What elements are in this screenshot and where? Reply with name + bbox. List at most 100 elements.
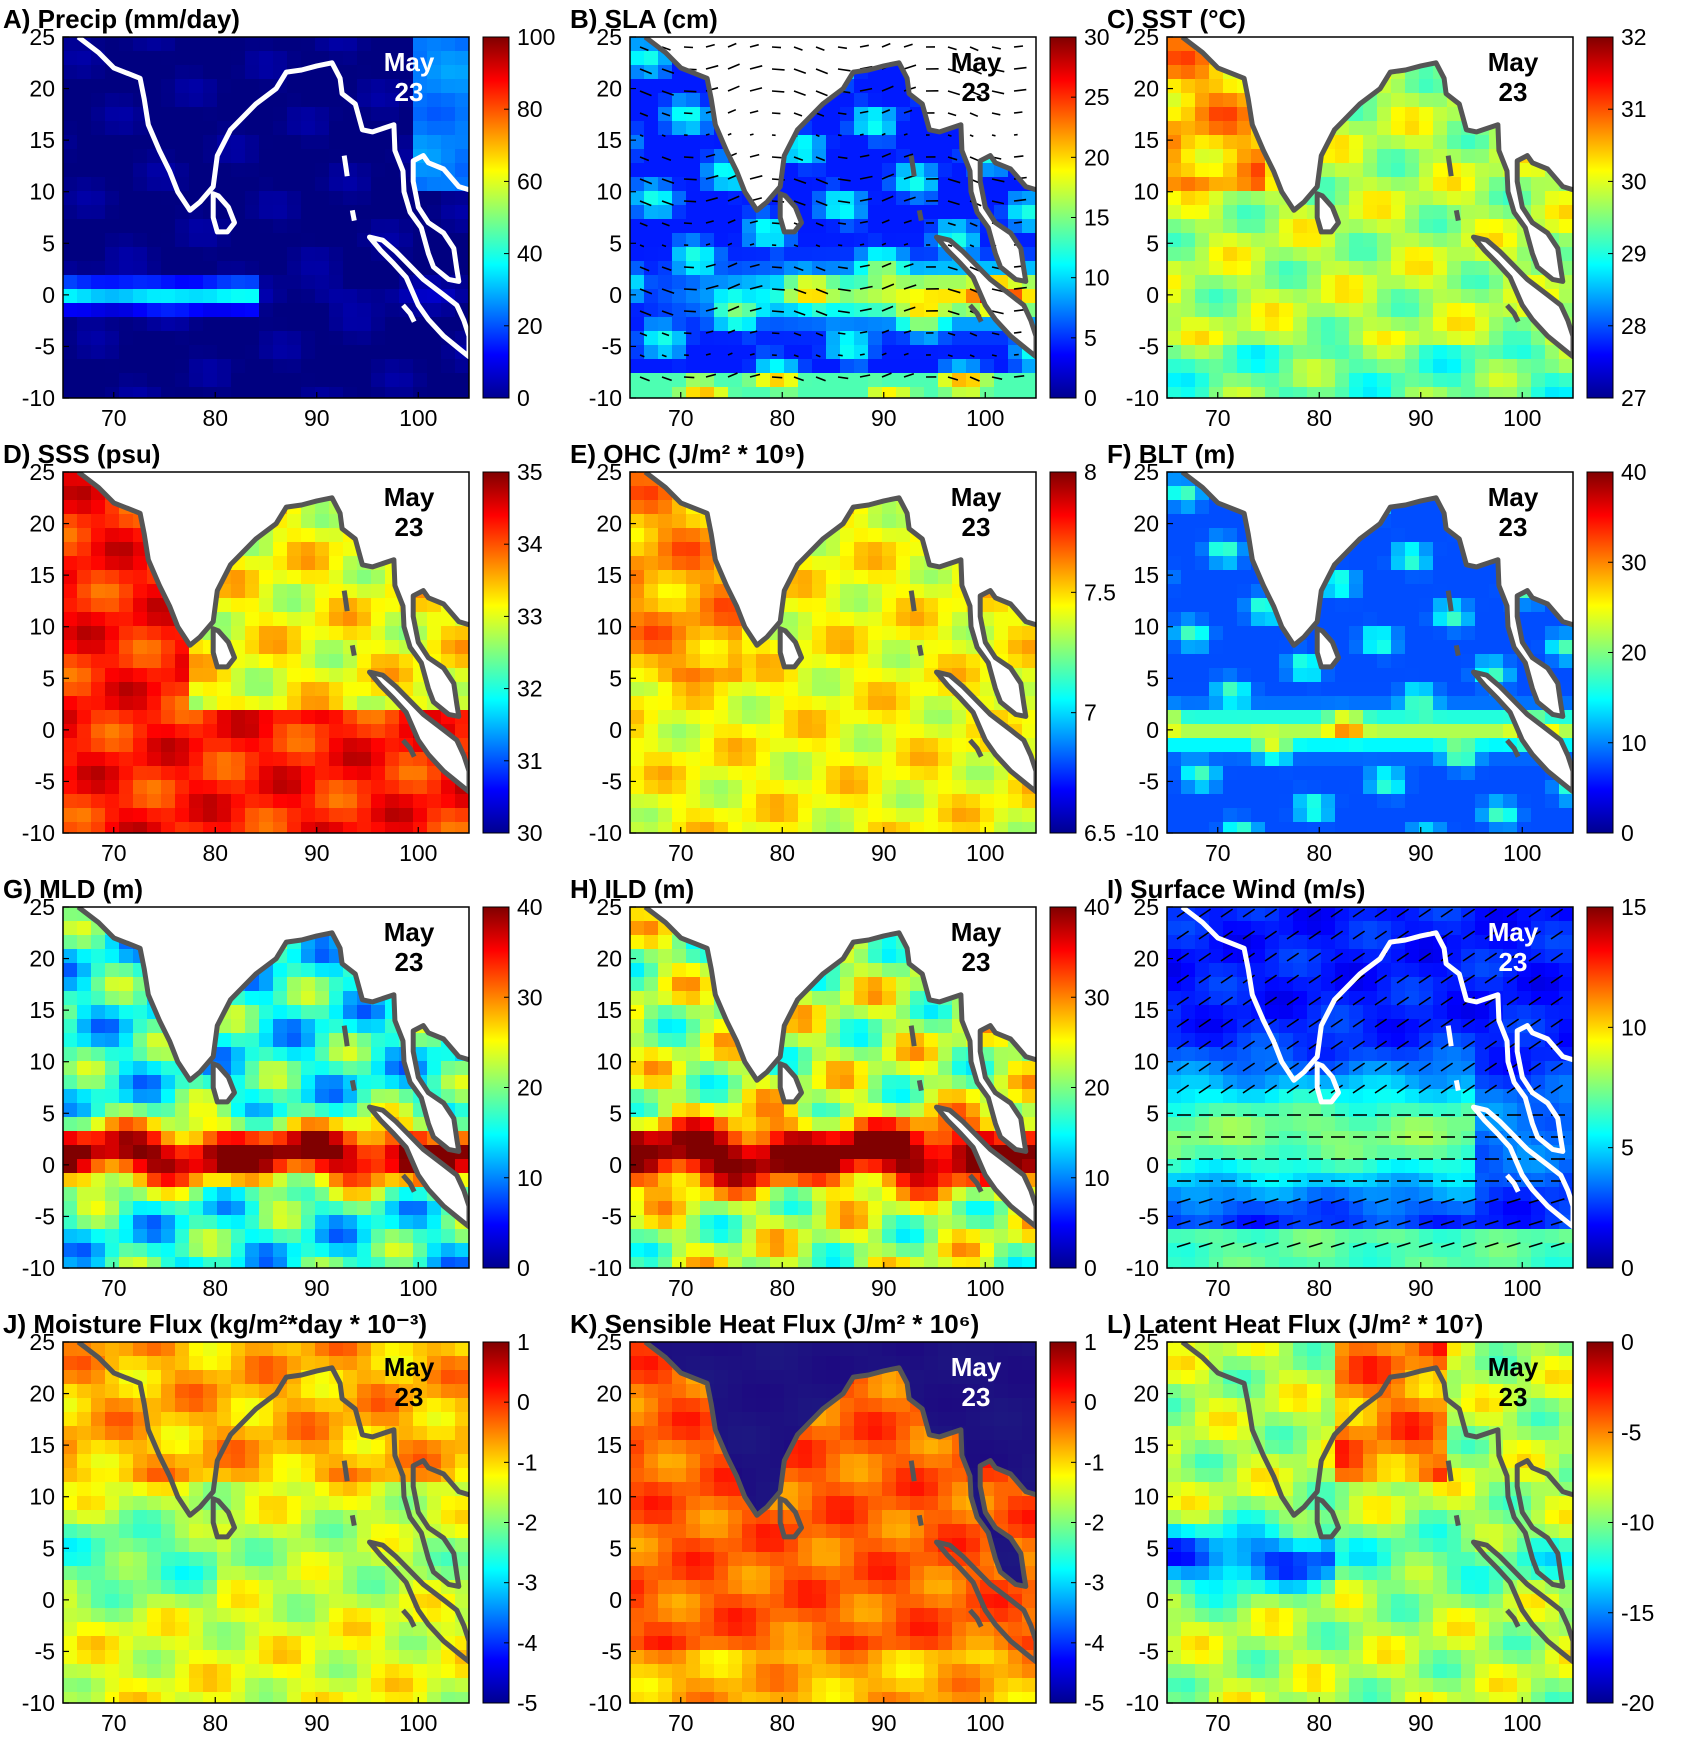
x-tick-label-E-100: 100 [966, 840, 1004, 866]
land-mask-G [78, 907, 469, 1152]
colorbar-tick-label-C-30: 30 [1621, 168, 1647, 194]
colorbar-tick-label-G-30: 30 [517, 984, 543, 1010]
colorbar-tick-label-B-0: 0 [1084, 385, 1097, 411]
colorbar-tick-label-L--15: -15 [1621, 1600, 1654, 1626]
y-tick-label-G-25: 25 [29, 894, 55, 920]
x-tick-label-K-100: 100 [966, 1710, 1004, 1736]
plot-area-I [1167, 907, 1573, 1268]
date-month-A: May [384, 47, 435, 77]
y-tick-label-F-15: 15 [1133, 562, 1159, 588]
coastline-E [643, 472, 1036, 795]
x-tick-label-J-70: 70 [101, 1710, 127, 1736]
y-tick-label-C--5: -5 [1139, 333, 1159, 359]
plot-frame-J [62, 1341, 470, 1704]
y-tick-label-H-0: 0 [609, 1152, 622, 1178]
x-tick-label-A-100: 100 [399, 405, 437, 431]
y-tick-label-G--5: -5 [35, 1203, 55, 1229]
colorbar-tick-label-I-15: 15 [1621, 894, 1647, 920]
colorbar-tick-label-D-34: 34 [517, 531, 543, 557]
date-month-D: May [384, 482, 435, 512]
colorbar-tick-label-A-60: 60 [517, 168, 543, 194]
y-tick-label-D-5: 5 [42, 665, 55, 691]
x-tick-label-E-90: 90 [871, 840, 897, 866]
y-tick-label-L--5: -5 [1139, 1638, 1159, 1664]
coastline-F [1180, 472, 1573, 795]
plot-area-H [630, 907, 1036, 1268]
y-tick-label-D-20: 20 [29, 511, 55, 537]
y-tick-label-K-0: 0 [609, 1587, 622, 1613]
srilanka-mask-B [780, 193, 802, 232]
colorbar-tick-label-C-29: 29 [1621, 241, 1647, 267]
colorbar-tick-label-K--5: -5 [1084, 1690, 1104, 1716]
x-tick-label-C-100: 100 [1503, 405, 1541, 431]
y-tick-label-H-10: 10 [596, 1049, 622, 1075]
date-month-C: May [1488, 47, 1539, 77]
y-tick-label-H--5: -5 [602, 1203, 622, 1229]
y-tick-label-D-0: 0 [42, 717, 55, 743]
colorbar-tick-label-K--3: -3 [1084, 1570, 1104, 1596]
y-tick-label-J-0: 0 [42, 1587, 55, 1613]
plot-area-A [63, 37, 469, 398]
heatmap-field-I [1167, 907, 1573, 1268]
y-tick-label-H-15: 15 [596, 997, 622, 1023]
colorbar-tick-label-K-0: 0 [1084, 1389, 1097, 1415]
coastline-B [643, 37, 1036, 360]
panel-title-K: K) Sensible Heat Flux (J/m² * 10⁶) [570, 1309, 979, 1339]
y-tick-label-K--10: -10 [589, 1690, 622, 1716]
colorbar-D [482, 471, 510, 834]
y-tick-label-L-10: 10 [1133, 1484, 1159, 1510]
colorbar-tick-label-L--20: -20 [1621, 1690, 1654, 1716]
y-tick-label-J--5: -5 [35, 1638, 55, 1664]
y-tick-label-B-5: 5 [609, 230, 622, 256]
y-tick-label-E-5: 5 [609, 665, 622, 691]
srilanka-mask-H [780, 1063, 802, 1102]
y-tick-label-C-20: 20 [1133, 76, 1159, 102]
date-month-F: May [1488, 482, 1539, 512]
x-tick-label-D-80: 80 [202, 840, 228, 866]
coastline-C [1180, 37, 1573, 360]
plot-frame-L [1166, 1341, 1574, 1704]
srilanka-mask-D [213, 628, 235, 667]
x-tick-label-F-70: 70 [1205, 840, 1231, 866]
panel-title-J: J) Moisture Flux (kg/m²*day * 10⁻³) [3, 1309, 427, 1339]
colorbar-tick-label-C-27: 27 [1621, 385, 1647, 411]
sumatra-mask-C [1473, 237, 1573, 357]
y-tick-label-K-25: 25 [596, 1329, 622, 1355]
plot-area-E [630, 472, 1036, 833]
date-day-A: 23 [395, 77, 424, 107]
y-tick-label-J-25: 25 [29, 1329, 55, 1355]
panel-title-C: C) SST (°C) [1107, 4, 1246, 34]
colorbar-tick-label-F-30: 30 [1621, 549, 1647, 575]
date-month-J: May [384, 1352, 435, 1382]
date-day-C: 23 [1499, 77, 1528, 107]
y-tick-label-A-0: 0 [42, 282, 55, 308]
plot-area-F [1167, 472, 1573, 833]
plot-frame-F [1166, 471, 1574, 834]
colorbar-tick-label-K-1: 1 [1084, 1329, 1097, 1355]
colorbar-tick-label-J-1: 1 [517, 1329, 530, 1355]
y-tick-label-F-25: 25 [1133, 459, 1159, 485]
colorbar-tick-label-F-0: 0 [1621, 820, 1634, 846]
y-tick-label-B-0: 0 [609, 282, 622, 308]
y-tick-label-H--10: -10 [589, 1255, 622, 1281]
y-tick-label-J-5: 5 [42, 1535, 55, 1561]
y-tick-label-F--5: -5 [1139, 768, 1159, 794]
x-tick-label-A-80: 80 [202, 405, 228, 431]
coastline-G [76, 907, 469, 1230]
plot-frame-I [1166, 906, 1574, 1269]
y-tick-label-I-20: 20 [1133, 946, 1159, 972]
x-tick-label-J-100: 100 [399, 1710, 437, 1736]
x-tick-label-I-90: 90 [1408, 1275, 1434, 1301]
date-month-L: May [1488, 1352, 1539, 1382]
y-tick-label-B-15: 15 [596, 127, 622, 153]
y-tick-label-J-10: 10 [29, 1484, 55, 1510]
plot-area-G [63, 907, 469, 1268]
srilanka-mask-F [1317, 628, 1339, 667]
y-tick-label-A-10: 10 [29, 179, 55, 205]
x-tick-label-I-70: 70 [1205, 1275, 1231, 1301]
y-tick-label-K--5: -5 [602, 1638, 622, 1664]
